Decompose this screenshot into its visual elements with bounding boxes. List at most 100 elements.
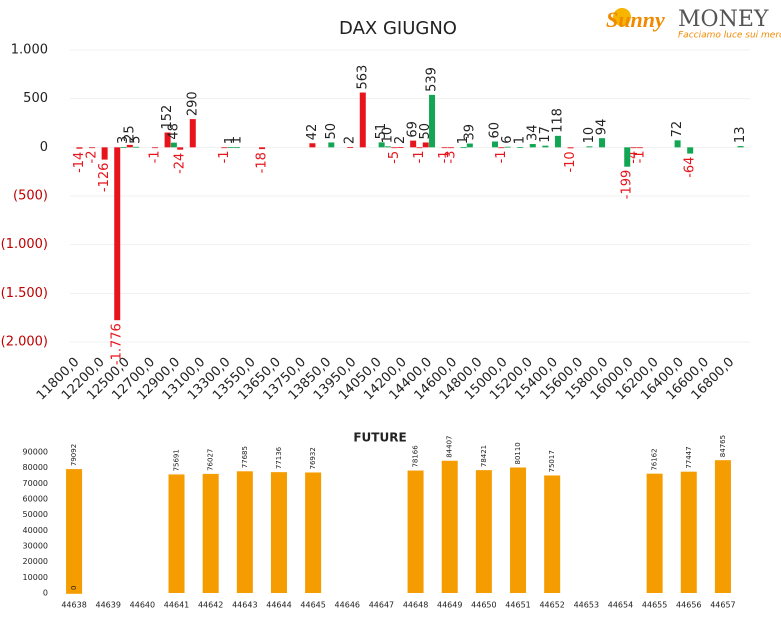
x-tick-label: 44657 [710,601,735,610]
bar [270,472,287,593]
data-label: -1 [217,150,232,163]
bar [407,470,424,593]
bar [624,147,631,167]
data-label: 2 [343,136,358,144]
y-tick-label: 40000 [23,526,48,535]
bar [674,140,681,148]
data-label: 10 [582,127,597,144]
logo-name: MONEY [678,7,769,32]
bar [114,147,121,321]
y-tick-label: 500 [23,91,48,106]
bar [89,147,96,149]
bar [466,143,473,148]
data-label: 290 [185,91,200,116]
data-label: 78166 [412,445,420,468]
bar [227,147,234,149]
y-tick-label: 0 [40,140,48,155]
data-label: -126 [97,163,112,193]
data-label: -1.776 [110,323,125,365]
data-label: 77685 [241,446,249,468]
data-label: 50 [324,123,339,140]
data-label: 25 [122,125,137,142]
bar [529,144,536,148]
bar [630,147,637,149]
logo-sun [613,8,631,26]
data-label: 6 [500,135,515,143]
data-label: 60 [488,122,503,139]
bar [152,147,158,149]
bar [475,470,492,593]
bar [567,147,574,149]
data-label: 69 [406,121,421,138]
data-label: 563 [355,65,370,90]
data-label: -18 [255,152,270,173]
data-label: 17 [538,126,553,143]
bar [126,144,133,148]
y-tick-label: 80000 [23,463,48,472]
data-label: -1 [437,150,452,163]
data-label: -10 [563,151,578,172]
x-tick-label: 44647 [369,601,394,610]
data-label: 84765 [719,435,727,457]
bar [687,147,694,154]
bar [416,147,423,149]
bar [309,143,316,148]
x-tick-label: 44649 [437,601,462,610]
data-label: 84407 [446,435,454,457]
bar [189,119,196,148]
bar [441,460,458,593]
data-label: -5 [387,151,402,164]
bar [410,140,417,148]
data-label: 79092 [70,444,78,466]
bar [510,467,527,593]
bar [492,141,498,148]
x-tick-label: 44651 [505,601,530,610]
bar [168,474,185,593]
bar [447,147,454,149]
bar [542,145,549,148]
bar [504,146,511,148]
bar [391,147,398,149]
x-tick-label: 44645 [300,601,325,610]
data-label: 75691 [173,449,181,471]
data-label: -199 [620,170,635,200]
data-label: 5 [129,136,144,144]
x-tick-label: 44644 [266,601,291,610]
data-label: -2 [85,151,100,164]
data-label: 10 [380,127,395,144]
bar [441,147,448,149]
y-tick-label: 50000 [23,510,48,519]
bar [328,142,335,148]
chart-title: DAX GIUGNO [339,18,457,39]
bar [101,147,108,160]
data-label: 34 [525,124,540,141]
bar [422,142,429,148]
data-label: 152 [160,105,175,130]
data-label: 13 [733,127,748,144]
y-tick-label: 70000 [23,479,48,488]
y-tick-label: 90000 [23,448,48,457]
data-label: 76027 [207,449,215,471]
bar [347,147,354,148]
y-tick-label: 20000 [23,557,48,566]
bar [460,147,467,149]
y-tick-label: 1.000 [11,43,48,58]
data-label: 72 [670,121,685,138]
x-tick-label: 44638 [61,601,86,610]
bar [636,147,643,149]
x-tick-label: 44641 [164,601,189,610]
data-label: -1 [632,150,647,163]
data-label: 77136 [275,446,283,469]
bar [429,94,436,148]
bar [646,473,663,593]
bar [221,147,228,149]
bar [236,471,253,593]
bar [554,135,561,148]
data-label: 42 [305,124,320,141]
x-tick-label: 44653 [574,601,599,610]
x-tick-label: 44655 [642,601,667,610]
bar [544,475,561,593]
y-tick-label: (500) [13,189,48,204]
logo: Sunny MONEY Facciamo luce sui mercati [606,7,781,41]
